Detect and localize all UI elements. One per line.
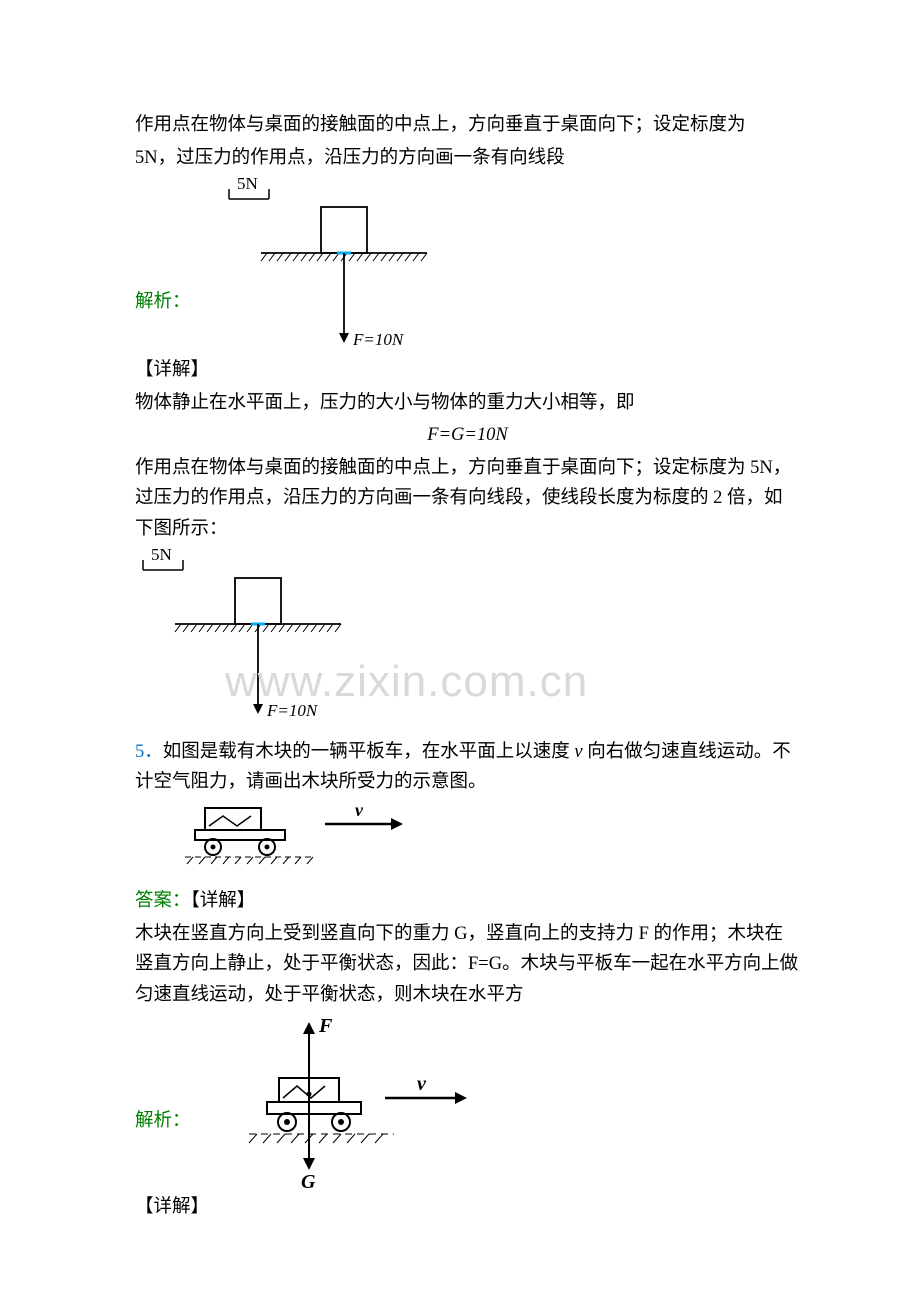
car-v-label: v <box>355 802 364 820</box>
scale-label-2: 5N <box>151 546 172 564</box>
scale-label-1: 5N <box>237 175 258 193</box>
q5-number: 5． <box>135 742 163 762</box>
q5-answer-heading: 答案：【详解】 <box>135 886 800 917</box>
answer-label: 答案： <box>135 891 191 911</box>
analysis-row-2: 解析： F <box>135 1012 800 1192</box>
fbd-G-label: G <box>301 1171 316 1192</box>
detail-heading-3: 【详解】 <box>135 1192 800 1223</box>
diagram2-wrap: 5N F=10N www.zixin.com.cn <box>135 546 800 737</box>
q5-text: 5．如图是载有木块的一辆平板车，在水平面上以速度 v 向右做匀速直线运动。不计空… <box>135 737 800 798</box>
explain1-formula: F=G=10N <box>135 420 800 451</box>
fbd-v-label: v <box>417 1073 427 1095</box>
pressure-diagram-1: 5N F=10N <box>209 175 469 355</box>
car-diagram: v <box>185 802 415 872</box>
force-label-2: F=10N <box>266 701 319 720</box>
pressure-diagram-2: 5N F=10N <box>135 546 395 726</box>
intro-line1: 作用点在物体与桌面的接触面的中点上，方向垂直于桌面向下；设定标度为 <box>135 110 800 141</box>
intro-line2: 5N，过压力的作用点，沿压力的方向画一条有向线段 <box>135 143 800 174</box>
fbd-diagram: F G v <box>209 1012 489 1192</box>
detail-heading-2: 【详解】 <box>191 891 256 911</box>
detail-heading-1: 【详解】 <box>135 355 800 386</box>
analysis-row-1: 解析： 5N F=10N <box>135 175 800 355</box>
force-label-1: F=10N <box>352 330 405 349</box>
q5-text-a: 如图是载有木块的一辆平板车，在水平面上以速度 <box>163 742 575 762</box>
car-diagram-wrap: v <box>185 802 800 883</box>
q5-v: v <box>574 742 582 762</box>
explain1-p1: 物体静止在水平面上，压力的大小与物体的重力大小相等，即 <box>135 388 800 419</box>
explain1-p2: 作用点在物体与桌面的接触面的中点上，方向垂直于桌面向下；设定标度为 5N，过压力… <box>135 453 800 545</box>
analysis-label-1: 解析： <box>135 287 191 318</box>
q5-answer-p1: 木块在竖直方向上受到竖直向下的重力 G，竖直向上的支持力 F 的作用；木块在竖直… <box>135 919 800 1011</box>
analysis-label-2: 解析： <box>135 1106 191 1137</box>
fbd-F-label: F <box>318 1015 333 1037</box>
